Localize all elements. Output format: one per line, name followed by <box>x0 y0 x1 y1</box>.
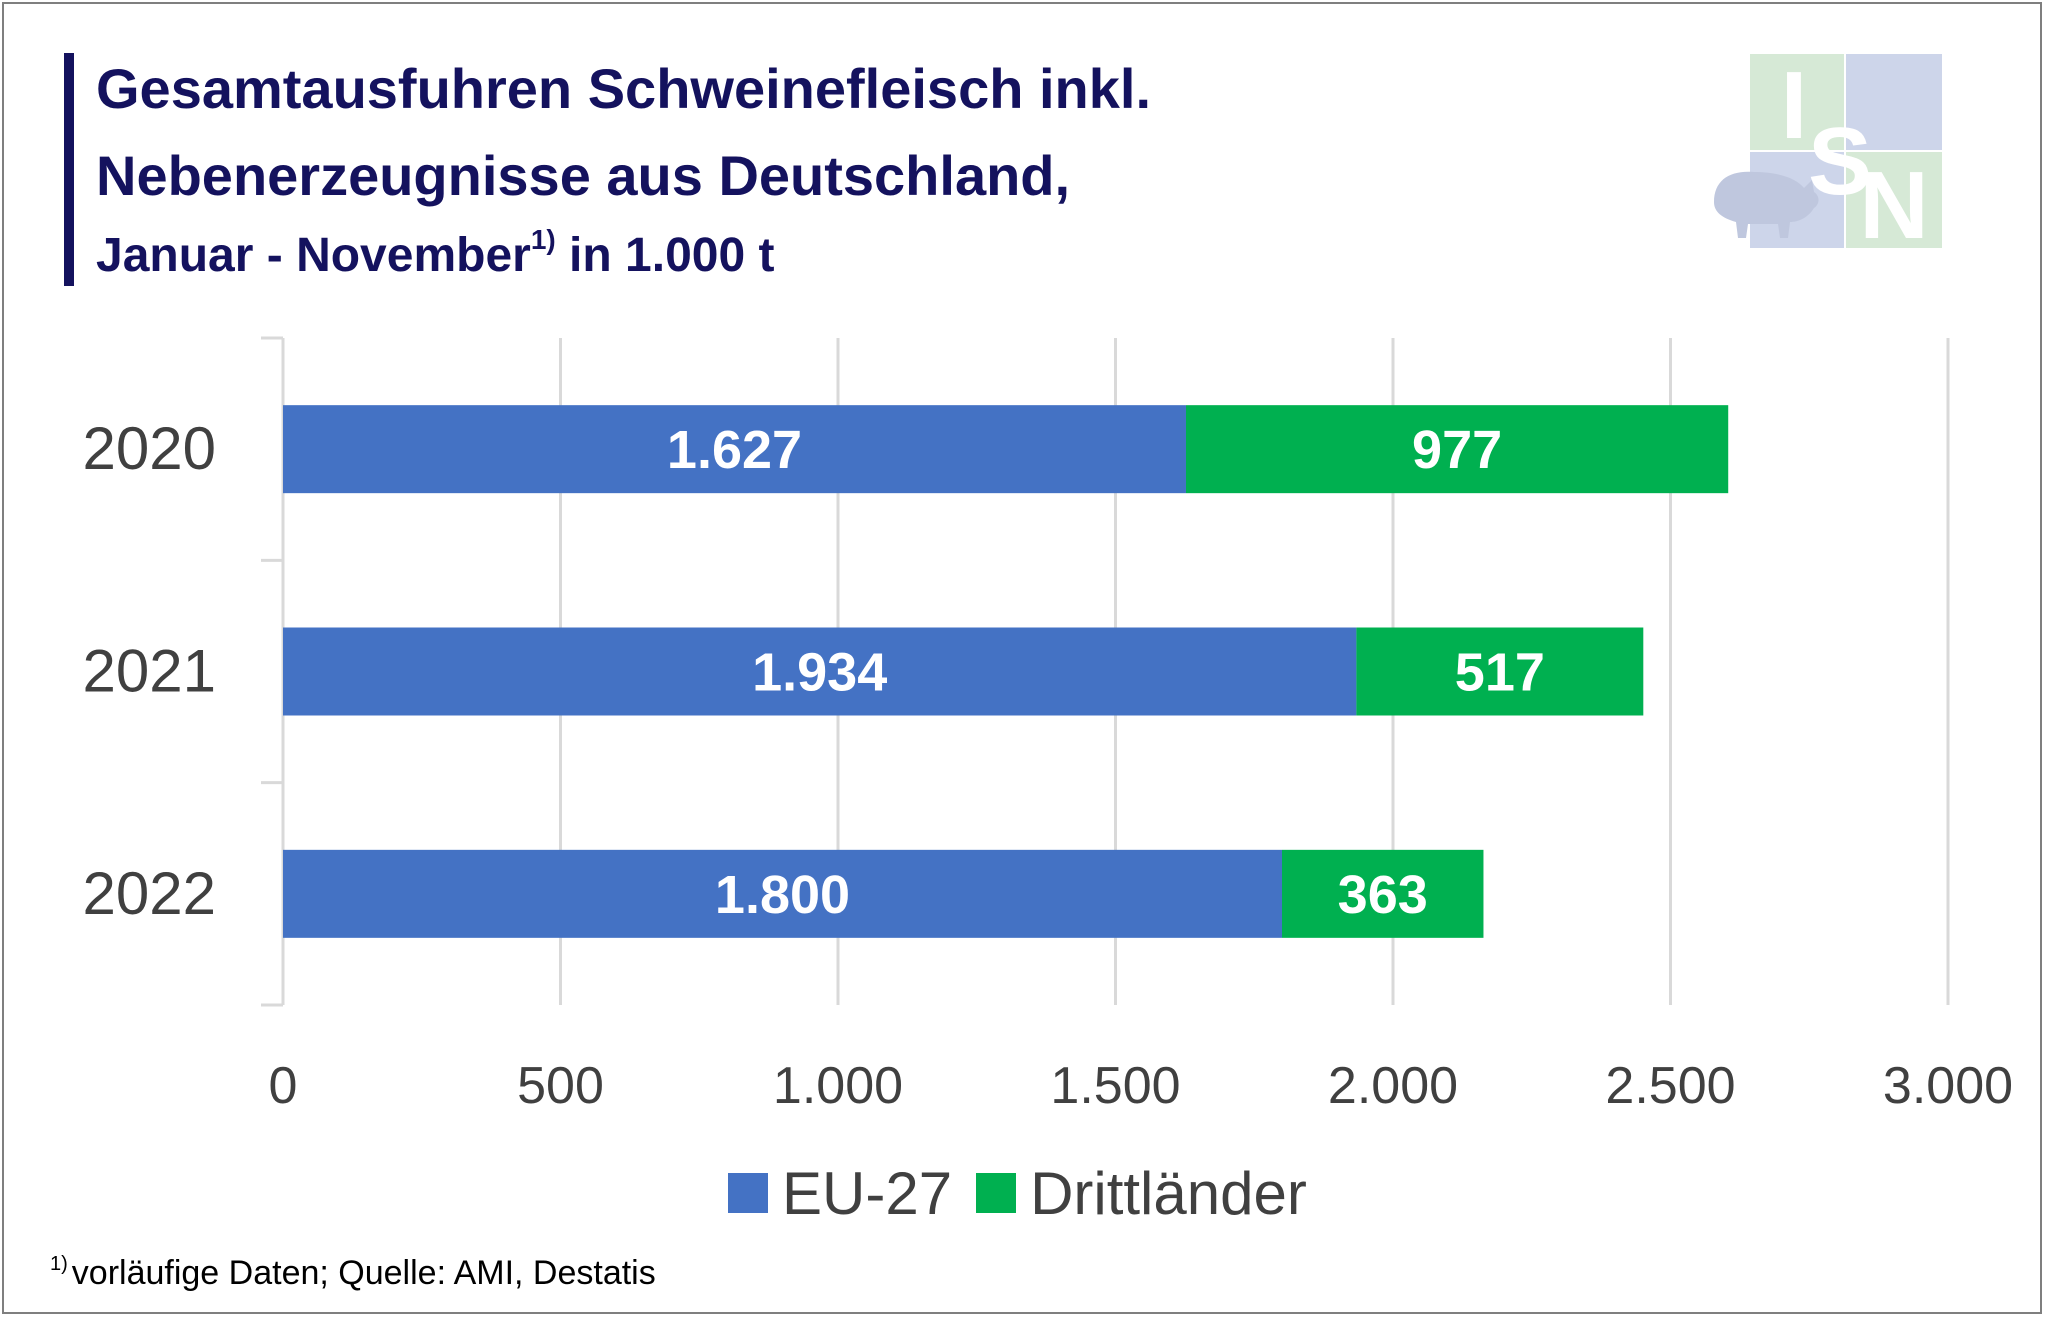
data-label-eu27: 1.934 <box>752 643 887 703</box>
logo-letter-i: I <box>1781 52 1808 159</box>
logo-letter-s: S <box>1808 108 1872 215</box>
legend-item-eu27: EU-27 <box>728 1159 952 1228</box>
x-tick-label: 2.500 <box>1605 1057 1735 1115</box>
bar-drittlaender <box>1282 849 1484 938</box>
x-tick-label: 3.000 <box>1883 1057 2013 1115</box>
subtitle-footnote-marker: 1) <box>530 224 556 255</box>
y-category-label: 2022 <box>83 860 216 927</box>
legend-label-drittlaender: Drittländer <box>1030 1159 1307 1227</box>
bar-drittlaender <box>1185 405 1729 494</box>
y-category-label: 2020 <box>83 415 216 482</box>
x-tick-label: 2.000 <box>1328 1057 1458 1115</box>
bar-eu27 <box>283 627 1357 716</box>
data-label-drittlaender: 977 <box>1412 420 1502 480</box>
x-tick-label: 500 <box>517 1057 604 1115</box>
footnote-text: vorläufige Daten; Quelle: AMI, Destatis <box>71 1254 656 1292</box>
title-accent-bar <box>64 53 74 286</box>
chart-title-line-1: Gesamtausfuhren Schweinefleisch inkl. <box>96 57 1152 120</box>
chart-title-line-2: Nebenerzeugnisse aus Deutschland, <box>96 144 1071 207</box>
legend-swatch-eu27 <box>728 1173 768 1213</box>
x-tick-label: 1.000 <box>773 1057 903 1115</box>
legend-item-drittlaender: Drittländer <box>976 1159 1307 1228</box>
logo-letter-n: N <box>1859 152 1928 252</box>
data-label-drittlaender: 517 <box>1455 643 1545 703</box>
chart-subtitle: Januar - November1) in 1.000 t <box>96 226 775 283</box>
x-tick-label: 0 <box>269 1057 298 1115</box>
bar-eu27 <box>283 405 1186 494</box>
data-label-drittlaender: 363 <box>1338 865 1428 925</box>
x-tick-label: 1.500 <box>1050 1057 1180 1115</box>
data-label-eu27: 1.627 <box>667 420 802 480</box>
legend-swatch-drittlaender <box>976 1173 1017 1213</box>
footnote-marker: 1) <box>50 1253 68 1275</box>
pig-icon <box>1714 171 1819 238</box>
footnote: 1) vorläufige Daten; Quelle: AMI, Destati… <box>50 1254 656 1293</box>
legend: EU-27 Drittländer <box>728 1158 1331 1228</box>
data-label-eu27: 1.800 <box>715 865 850 925</box>
bar-drittlaender <box>1356 627 1644 716</box>
subtitle-period: Januar - November <box>96 229 531 282</box>
legend-label-eu27: EU-27 <box>782 1159 953 1227</box>
bar-eu27 <box>283 849 1282 938</box>
y-category-label: 2021 <box>83 638 216 705</box>
subtitle-unit: in 1.000 t <box>555 229 775 282</box>
isn-logo: I S N <box>1714 52 1942 252</box>
